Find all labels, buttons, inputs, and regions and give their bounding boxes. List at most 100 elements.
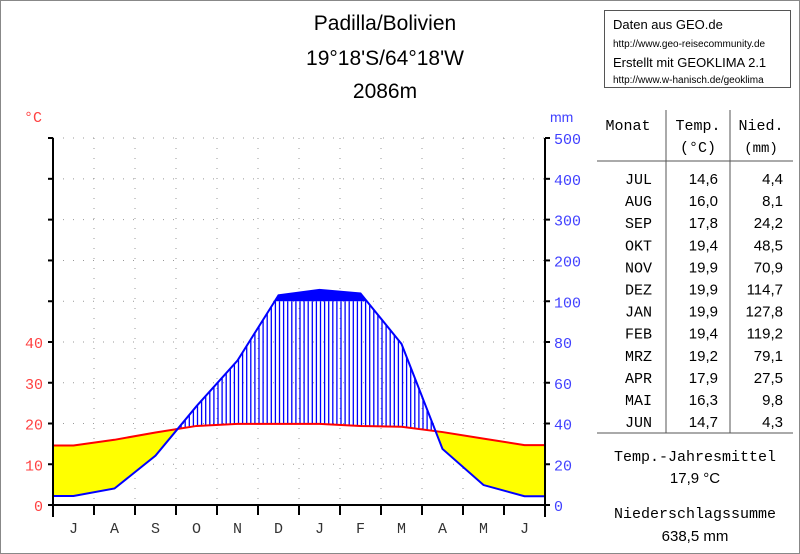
table-row: NOV 19,9 70,9 [625, 259, 783, 277]
precip-tick-label: 0 [554, 499, 563, 516]
row-precip: 70,9 [754, 259, 783, 276]
annual-sum-value: 638,5 mm [662, 528, 729, 545]
source-line-3: Erstellt mit GEOKLIMA 2.1 [613, 55, 766, 70]
month-label: A [438, 521, 447, 538]
table-row: JUL 14,6 4,4 [625, 171, 783, 189]
temp-tick-label: 40 [25, 336, 43, 353]
temp-tick-label: 0 [34, 499, 43, 516]
humid-period-hatching [180, 301, 436, 432]
row-temp: 16,3 [689, 392, 718, 409]
table-row: DEZ 19,9 114,7 [625, 282, 783, 300]
row-month: MAI [625, 393, 652, 410]
row-month: JUL [625, 172, 652, 189]
source-line-1: Daten aus GEO.de [613, 17, 723, 32]
temp-tick-label: 10 [25, 458, 43, 475]
source-line-4: http://www.w-hanisch.de/geoklima [613, 75, 764, 86]
row-temp: 17,9 [689, 370, 718, 387]
row-temp: 19,2 [689, 348, 718, 365]
temp-tick-label: 20 [25, 418, 43, 435]
month-label: J [315, 521, 324, 538]
temp-tick-label: 30 [25, 377, 43, 394]
month-label: A [110, 521, 119, 538]
row-precip: 119,2 [747, 326, 783, 343]
header-temp-unit: (°C) [680, 140, 716, 157]
row-precip: 4,4 [762, 171, 783, 188]
row-month: DEZ [625, 283, 652, 300]
precip-tick-label: 300 [554, 214, 581, 231]
row-temp: 17,8 [689, 215, 718, 232]
header-precip-unit: (mm) [744, 141, 778, 157]
precip-tick-label: 100 [554, 295, 581, 312]
month-label: S [151, 521, 160, 538]
month-label: M [479, 521, 488, 538]
annual-mean-label: Temp.-Jahresmittel [614, 449, 776, 466]
precip-tick-label: 200 [554, 254, 581, 271]
precip-tick-label: 40 [554, 418, 572, 435]
temp-axis-unit: °C [24, 110, 42, 127]
row-temp: 16,0 [689, 193, 718, 210]
row-month: OKT [625, 238, 652, 255]
precip-axis-unit: mm [550, 109, 573, 125]
month-label: F [356, 521, 365, 538]
row-month: SEP [625, 216, 652, 233]
source-box: Daten aus GEO.de http://www.geo-reisecom… [604, 10, 791, 88]
title-coordinates: 19°18'S/64°18'W [306, 47, 464, 70]
row-temp: 14,6 [689, 171, 718, 188]
climate-table: Monat Temp. (°C) Nied. (mm) JUL 14,6 4,4 AU… [597, 110, 793, 545]
table-row: OKT 19,4 48,5 [625, 237, 783, 255]
header-temp: Temp. [675, 118, 720, 135]
month-label: D [274, 521, 283, 538]
row-precip: 9,8 [762, 392, 783, 409]
month-label: J [520, 521, 529, 538]
row-precip: 48,5 [754, 237, 783, 254]
row-precip: 27,5 [754, 370, 783, 387]
table-row: FEB 19,4 119,2 [625, 326, 783, 344]
precip-tick-label: 80 [554, 336, 572, 353]
month-label: M [397, 521, 406, 538]
row-month: JAN [625, 305, 652, 322]
annual-sum-label: Niederschlagssumme [614, 506, 776, 523]
precipitation-line [53, 288, 545, 498]
row-precip: 24,2 [754, 215, 783, 232]
table-row: SEP 17,8 24,2 [625, 215, 783, 233]
row-month: AUG [625, 194, 652, 211]
row-temp: 19,9 [689, 259, 718, 276]
table-row: JUN 14,7 4,3 [625, 414, 783, 432]
table-row: AUG 16,0 8,1 [625, 193, 783, 211]
row-precip: 79,1 [754, 348, 783, 365]
table-row: JAN 19,9 127,8 [625, 304, 783, 322]
row-month: NOV [625, 260, 652, 277]
row-month: APR [625, 371, 652, 388]
row-precip: 114,7 [747, 282, 783, 299]
row-month: JUN [625, 415, 652, 432]
row-temp: 19,9 [689, 304, 718, 321]
title-station: Padilla/Bolivien [314, 12, 456, 35]
source-line-2: http://www.geo-reisecommunity.de [613, 39, 766, 50]
precip-tick-label: 400 [554, 173, 581, 190]
precip-tick-label: 500 [554, 132, 581, 149]
row-temp: 19,9 [689, 282, 718, 299]
header-precip: Nied. [738, 118, 783, 135]
annual-mean-value: 17,9 °C [670, 470, 720, 487]
row-temp: 14,7 [689, 414, 718, 431]
header-month: Monat [605, 118, 650, 135]
month-label: N [233, 521, 242, 538]
precip-tick-label: 20 [554, 458, 572, 475]
table-row: APR 17,9 27,5 [625, 370, 783, 388]
month-label: O [192, 521, 201, 538]
table-row: MRZ 19,2 79,1 [625, 348, 783, 366]
row-precip: 8,1 [762, 193, 783, 210]
row-temp: 19,4 [689, 326, 718, 343]
precip-tick-label: 60 [554, 377, 572, 394]
row-precip: 127,8 [745, 304, 783, 321]
month-label: J [69, 521, 78, 538]
table-row: MAI 16,3 9,8 [625, 392, 783, 410]
row-month: FEB [625, 327, 652, 344]
row-temp: 19,4 [689, 237, 718, 254]
row-precip: 4,3 [762, 414, 783, 431]
title-elevation: 2086m [353, 80, 417, 103]
row-month: MRZ [625, 349, 652, 366]
